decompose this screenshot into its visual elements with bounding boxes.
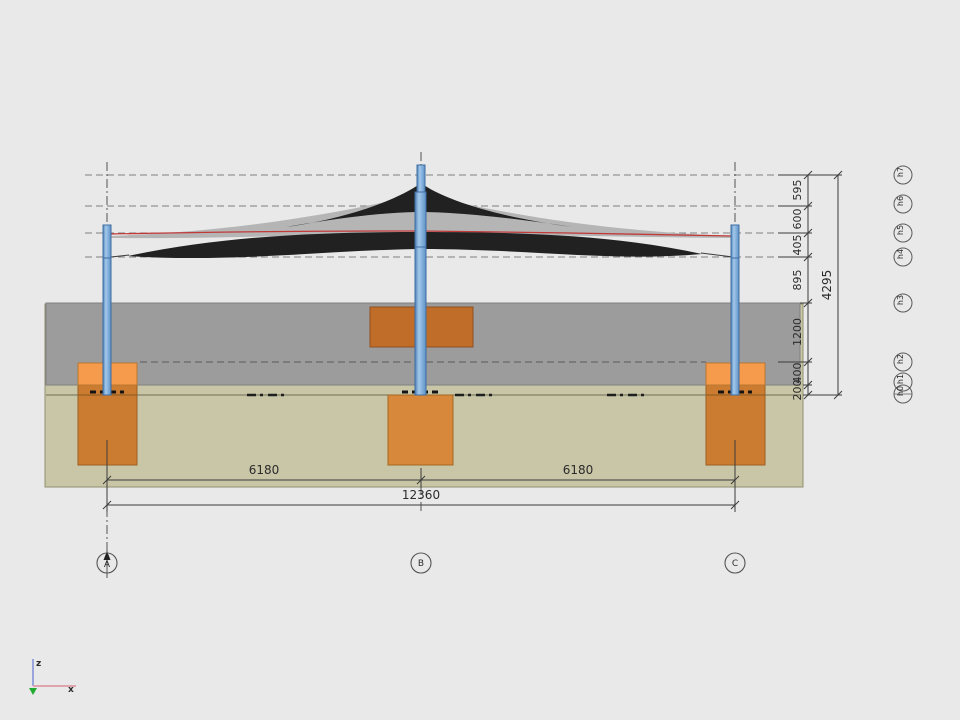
level-bubble-h2 — [893, 352, 913, 372]
level-bubbles — [893, 165, 913, 404]
span-dimension-chain — [102, 440, 740, 512]
label-h3: h3 — [896, 295, 905, 305]
dim-6180-right: 6180 — [563, 463, 594, 477]
level-bubble-h5 — [893, 223, 913, 243]
dim-200: 200 — [791, 380, 804, 401]
label-h0: h0 — [896, 386, 905, 396]
label-h7: h7 — [896, 167, 905, 177]
dim-895: 895 — [791, 270, 804, 291]
level-bubble-h1 — [893, 372, 913, 392]
z-axis-label: z — [36, 659, 41, 669]
grid-bubbles: A B C — [96, 548, 746, 578]
grid-bubble-a — [96, 552, 118, 574]
dim-1200: 1200 — [791, 318, 804, 346]
edge-cable-right — [700, 252, 734, 258]
height-dimension-chain — [778, 170, 843, 400]
span-dimension-labels: 6180 6180 12360 — [249, 463, 594, 502]
label-h4: h4 — [896, 249, 905, 259]
label-h5: h5 — [896, 225, 905, 235]
mast-b-tip — [416, 164, 426, 193]
label-h6: h6 — [896, 196, 905, 206]
span-ticks — [102, 475, 740, 510]
grid-a-arrow-icon — [103, 551, 111, 560]
y-axis-arrow-icon — [29, 688, 37, 695]
label-h2: h2 — [896, 354, 905, 364]
dim-4295: 4295 — [820, 270, 834, 301]
grid-bubble-c — [724, 552, 746, 574]
grid-label-a: A — [104, 560, 111, 570]
level-bubble-labels: h7 h6 h5 h4 h3 h2 h1 h0 — [896, 167, 905, 396]
level-bubble-h7 — [893, 165, 913, 185]
edge-cable-left — [110, 254, 130, 258]
footing-b — [387, 394, 454, 466]
mast-b — [414, 191, 427, 396]
x-axis-label: x — [68, 685, 74, 695]
mast-c — [730, 224, 740, 396]
level-bubble-h3 — [893, 293, 913, 313]
grid-label-c: C — [732, 559, 738, 569]
grid-label-b: B — [418, 559, 424, 569]
dim-405: 405 — [791, 235, 804, 256]
membrane-cone-dark — [286, 183, 572, 227]
label-h1: h1 — [896, 374, 905, 384]
dim-400: 400 — [791, 363, 804, 384]
level-bubble-h6 — [893, 194, 913, 214]
axis-gizmo: z x — [29, 659, 76, 695]
mast-a — [102, 224, 112, 396]
dim-595: 595 — [791, 180, 804, 201]
masts — [102, 164, 740, 396]
foundations — [77, 362, 766, 466]
dim-6180-left: 6180 — [249, 463, 280, 477]
grid-bubble-b — [410, 552, 432, 574]
chain-ticks — [803, 170, 813, 400]
height-dimension-labels: 595 600 405 895 1200 400 200 4295 — [791, 180, 834, 401]
level-bubble-h4 — [893, 247, 913, 267]
dim-600: 600 — [791, 209, 804, 230]
dim-12360: 12360 — [402, 488, 440, 502]
